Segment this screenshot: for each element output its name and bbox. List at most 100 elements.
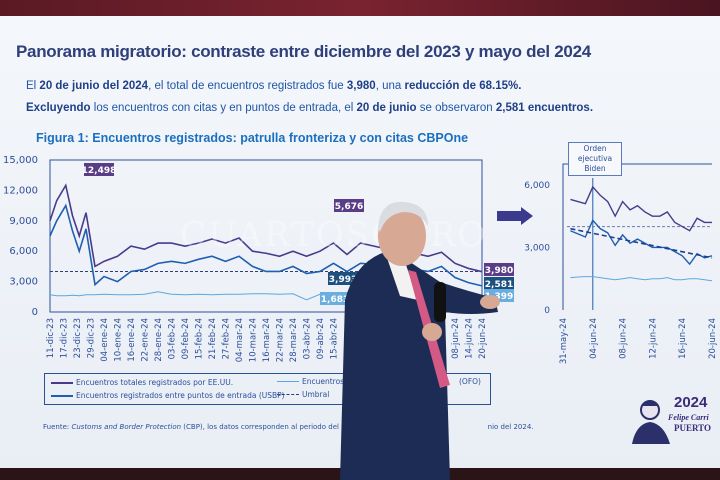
x-tick-label: 03-abr-24	[303, 318, 313, 359]
y-tick-label: 3,000	[9, 277, 38, 288]
logo-place: PUERTO	[674, 423, 712, 433]
right-arrow-icon	[497, 207, 533, 225]
trend-line	[570, 227, 713, 259]
data-label-box	[84, 163, 114, 176]
data-label: 1,399	[485, 292, 513, 302]
y-tick-label: 9,000	[9, 216, 38, 227]
summary-line-2: Excluyendo los encuentros con citas y en…	[26, 101, 686, 115]
legend-item-ofo: Encuentros regis	[277, 377, 365, 386]
logo-name: Felipe Carri	[668, 413, 709, 422]
logo-year: 2024	[674, 394, 708, 411]
biden-order-note: Orden ejecutiva Biden	[568, 142, 622, 176]
speaker-hair	[378, 201, 428, 232]
data-label: 1,683	[321, 295, 349, 305]
x-tick-label: 10-ene-24	[114, 318, 124, 362]
summary-segment: 3,980	[346, 80, 376, 92]
x-tick-label: 11-dic-23	[46, 318, 56, 358]
summary-segment: 2,581 encuentros.	[495, 102, 594, 114]
data-label: 2,581	[485, 280, 513, 290]
portrait-icon	[632, 400, 670, 444]
x-tick-label: 29-dic-23	[87, 318, 97, 358]
series-line-usbp	[570, 219, 713, 266]
summary-segment: El	[26, 80, 40, 92]
y-tick-label: 15,000	[3, 155, 38, 166]
x-tick-label: 12-jun-24	[648, 318, 658, 359]
x-tick-label: 09-feb-24	[181, 318, 191, 359]
summary-segment: reducción de 68.15%.	[404, 80, 522, 92]
source-text: (CBP), los datos corresponden al periodo…	[181, 423, 370, 431]
x-tick-label: 21-feb-24	[208, 318, 218, 359]
x-tick-label: 31-may-24	[559, 318, 569, 364]
x-tick-label: 04-jun-24	[589, 318, 599, 359]
summary-segment: Excluyendo	[26, 102, 91, 114]
x-tick-label: 27-feb-24	[222, 318, 232, 359]
legend-item-usbp: Encuentros registrados entre puntos de e…	[51, 391, 285, 400]
y-tick-label: 6,000	[524, 181, 550, 191]
watermark: CUARTOSCURO	[180, 215, 488, 255]
x-tick-label: 15-abr-24	[330, 318, 340, 359]
summary-segment: se observaron	[416, 102, 496, 114]
summary-line-1: El 20 de junio del 2024, el total de enc…	[26, 79, 686, 93]
summary-segment: , una	[375, 80, 405, 92]
speaker-suit	[340, 252, 498, 480]
x-tick-label: 08-jun-24	[451, 318, 461, 359]
x-tick-label: 09-abr-24	[316, 318, 326, 359]
speaker-shirt	[385, 252, 418, 300]
legend-item-threshold: Umbral	[277, 390, 329, 399]
x-tick-label: 28-mar-24	[289, 318, 299, 362]
source-note: Fuente: Customs and Border Protection (C…	[43, 423, 534, 431]
y-tick-label: 0	[32, 307, 38, 318]
government-logo: 2024 Felipe Carri PUERTO	[628, 392, 718, 448]
legend-label: Encuentros regis	[302, 377, 365, 386]
source-tail: nio del 2024.	[487, 423, 534, 431]
data-label: 3,980	[485, 266, 513, 276]
chart-legend: Encuentros totales registrados por EE.UU…	[44, 373, 491, 405]
legend-item-total: Encuentros totales registrados por EE.UU…	[51, 378, 233, 387]
x-tick-label: 23-dic-23	[73, 318, 83, 358]
y-tick-label: 12,000	[3, 185, 38, 196]
summary-segment: , el total de encuentros registrados fue	[148, 80, 347, 92]
x-tick-label: 08-jun-24	[619, 318, 629, 359]
x-tick-label: 16-mar-24	[262, 318, 272, 362]
y-tick-label: 0	[544, 306, 550, 316]
x-tick-label: 22-mar-24	[276, 318, 286, 362]
slide-title: Panorama migratorio: contraste entre dic…	[16, 42, 591, 61]
data-label: 5,676	[335, 202, 363, 212]
data-label-box	[334, 199, 364, 212]
y-tick-label: 3,000	[524, 243, 550, 253]
speaker-hand	[480, 295, 500, 309]
data-label: 3,993	[329, 275, 357, 285]
source-name: Customs and Border Protection	[71, 423, 182, 431]
x-tick-label: 10-mar-24	[249, 318, 259, 362]
x-tick-label: 04-mar-24	[235, 318, 245, 362]
data-label-box	[484, 263, 514, 276]
x-tick-label: 17-dic-23	[60, 318, 70, 358]
x-tick-label: 04-ene-24	[100, 318, 110, 362]
x-tick-label: 20-jun-24	[478, 318, 488, 359]
data-label-box	[484, 277, 514, 290]
speaker-hand	[422, 323, 442, 341]
x-tick-label: 15-feb-24	[195, 318, 205, 359]
legend-item-ofo-tail: (OFO)	[459, 377, 481, 386]
data-label: 12,498	[82, 166, 117, 176]
legend-label: Encuentros registrados entre puntos de e…	[76, 391, 285, 400]
microphone-icon	[434, 282, 446, 322]
legend-label: Umbral	[302, 390, 330, 399]
summary-segment: 20 de junio	[356, 102, 417, 114]
summary-segment: 20 de junio del 2024	[39, 80, 149, 92]
data-label-box	[320, 292, 350, 305]
x-tick-label: 16-jun-24	[678, 318, 688, 359]
summary-segment: los encuentros con citas y en puntos de …	[90, 102, 357, 114]
x-tick-label: 16-ene-24	[127, 318, 137, 362]
figure-title: Figura 1: Encuentros registrados: patrul…	[36, 131, 469, 145]
x-tick-label: 28-ene-24	[154, 318, 164, 362]
x-tick-label: 20-jun-24	[708, 318, 718, 359]
x-tick-label: 22-ene-24	[141, 318, 151, 362]
source-label: Fuente:	[43, 423, 72, 431]
x-tick-label: 14-jun-24	[465, 318, 475, 359]
y-tick-label: 6,000	[9, 246, 38, 257]
data-label-box	[328, 272, 358, 285]
x-tick-label: 03-feb-24	[168, 318, 178, 359]
